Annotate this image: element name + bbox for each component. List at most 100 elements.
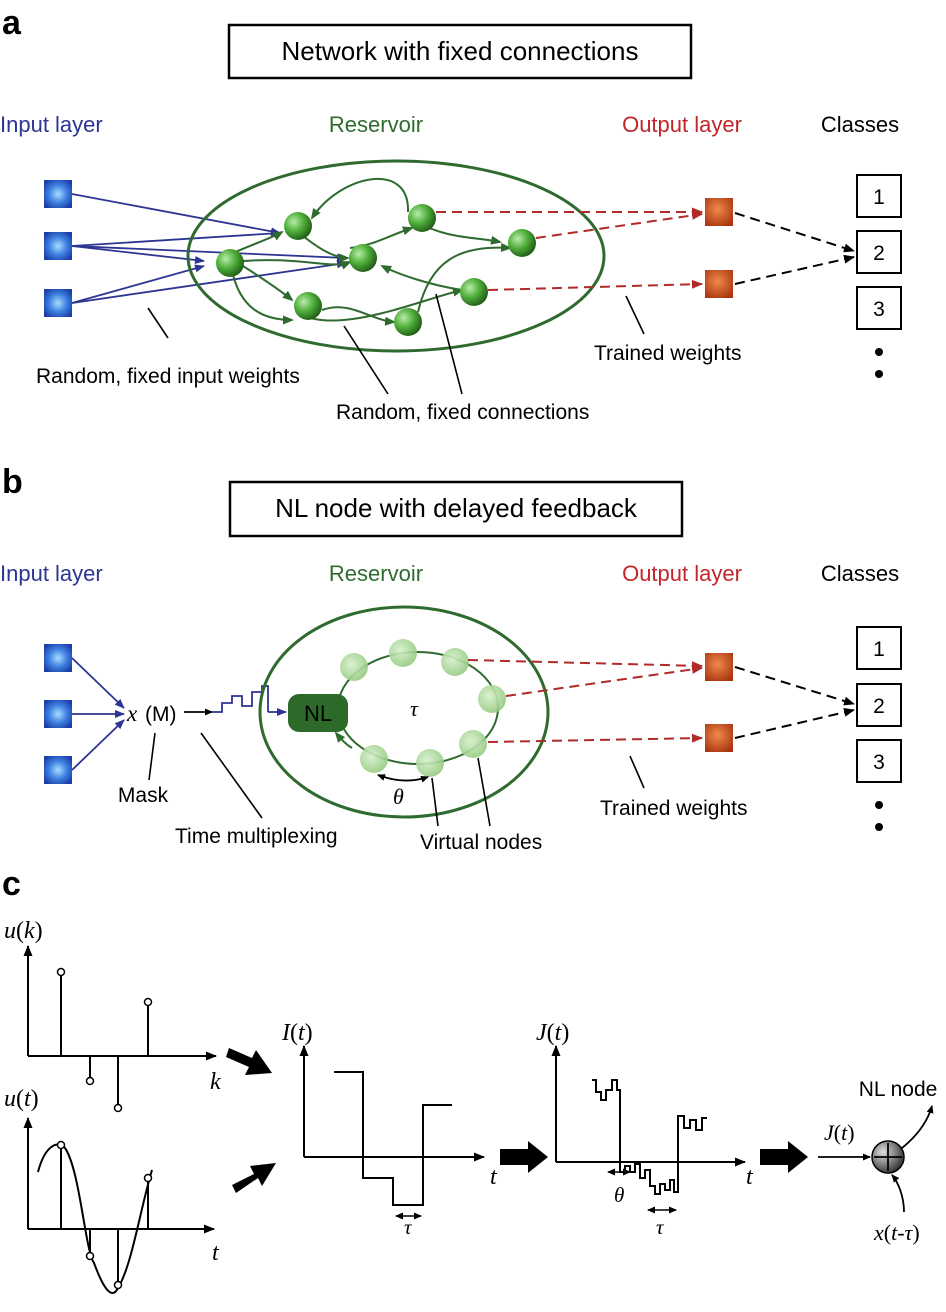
reservoir-connections — [221, 177, 512, 326]
theta-symbol: θ — [393, 784, 404, 809]
trained-weight-arrows — [436, 207, 703, 291]
virtual-node — [360, 745, 388, 773]
nl-output-arrow — [901, 1105, 934, 1149]
class-box — [856, 626, 902, 670]
virtual-node — [441, 648, 469, 676]
class-box — [856, 230, 902, 274]
nl-node-summation: NL node J(t) x(t-τ) — [818, 1078, 937, 1245]
class-box — [856, 739, 902, 783]
output-node — [705, 198, 733, 226]
ellipsis-dot — [875, 801, 883, 809]
panel-b-input-header: Input layer — [0, 561, 103, 586]
class-label: 2 — [873, 695, 885, 718]
panel-c: c u(k) k — [2, 865, 937, 1294]
It-plot: τ I(t) t — [281, 1020, 498, 1239]
class-label: 3 — [873, 298, 885, 321]
flow-arrow — [500, 1141, 548, 1173]
virtual-node — [340, 653, 368, 681]
mask-input-arrows — [71, 657, 125, 771]
nl-node-label: NL — [304, 701, 332, 726]
input-node — [44, 700, 72, 728]
reservoir-node — [294, 292, 322, 320]
panel-a-input-header: Input layer — [0, 112, 103, 137]
connections-annotation: Random, fixed connections — [336, 401, 589, 424]
Jt-tau: τ — [656, 1215, 665, 1239]
panel-b-classes-header: Classes — [821, 561, 899, 586]
Jt-axis-title: J(t) — [536, 1020, 569, 1046]
reservoir-node — [394, 308, 422, 336]
class-box — [856, 174, 902, 218]
sample-point — [56, 1140, 66, 1150]
panel-a-output-header: Output layer — [622, 112, 742, 137]
output-node — [705, 270, 733, 298]
mask-x-symbol: x — [126, 701, 138, 726]
class-box — [856, 683, 902, 727]
panel-a-title-box — [227, 23, 693, 80]
flow-arrow — [232, 1163, 276, 1193]
time-multiplexing-annotation: Time multiplexing — [175, 825, 338, 848]
input-node — [44, 232, 72, 260]
tau-symbol: τ — [410, 696, 419, 721]
virtual-node — [389, 639, 417, 667]
virtual-node — [416, 749, 444, 777]
uk-axis-title: u(k) — [4, 918, 43, 944]
panel-a-reservoir-header: Reservoir — [329, 112, 423, 137]
sample-point — [85, 1076, 95, 1086]
Jt-theta: θ — [614, 1183, 624, 1207]
trained-weights-annotation: Trained weights — [600, 797, 747, 820]
sample-point — [113, 1280, 123, 1290]
It-x-axis-label: t — [490, 1164, 498, 1190]
ut-plot: u(t) t — [4, 1086, 220, 1294]
jt-input-label: J(t) — [824, 1120, 855, 1145]
ellipsis-dot — [875, 348, 883, 356]
panel-a-letter: a — [2, 4, 22, 42]
panel-b-output-header: Output layer — [622, 561, 742, 586]
uk-plot: u(k) k — [4, 918, 221, 1113]
uk-x-axis-label: k — [210, 1069, 221, 1095]
class-arrows — [734, 666, 855, 739]
reservoir-node — [284, 212, 312, 240]
ut-x-axis-label: t — [212, 1240, 220, 1266]
input-node — [44, 180, 72, 208]
class-box — [856, 286, 902, 330]
Jt-x-axis-label: t — [746, 1164, 754, 1190]
reservoir-node — [508, 229, 536, 257]
ellipsis-dot — [875, 370, 883, 378]
annotation-leaders — [148, 732, 645, 827]
theta-arrow — [377, 774, 429, 783]
flow-arrow — [760, 1141, 808, 1173]
input-node — [44, 644, 72, 672]
reservoir-ellipse — [258, 605, 550, 819]
nl-node-label: NL node — [859, 1078, 938, 1101]
trained-weight-arrows — [467, 659, 703, 743]
panel-b-letter: b — [2, 463, 23, 501]
feedback-label: x(t-τ) — [873, 1220, 920, 1245]
panel-b-title-box — [228, 480, 684, 538]
virtual-nodes-annotation: Virtual nodes — [420, 831, 542, 854]
sample-point — [85, 1251, 95, 1261]
reservoir-node — [408, 204, 436, 232]
sample-point — [143, 997, 153, 1007]
virtual-node — [478, 685, 506, 713]
class-label: 3 — [873, 751, 885, 774]
panel-a: a Network with fixed connections Input l… — [0, 4, 902, 424]
delay-loop-arrow — [334, 731, 353, 749]
annotation-leaders — [147, 293, 645, 395]
It-tau: τ — [404, 1215, 413, 1239]
input-node — [44, 289, 72, 317]
flow-arrow — [226, 1048, 272, 1075]
panel-c-letter: c — [2, 865, 21, 903]
reservoir-node — [349, 244, 377, 272]
feedback-arrow — [891, 1174, 905, 1213]
class-label: 1 — [873, 186, 885, 209]
reservoir-node — [460, 278, 488, 306]
multiplexed-signal — [212, 685, 269, 713]
mask-annotation: Mask — [118, 784, 169, 807]
input-weight-arrows — [71, 193, 347, 304]
sample-point — [113, 1103, 123, 1113]
input-weights-annotation: Random, fixed input weights — [36, 365, 300, 388]
class-label: 1 — [873, 638, 885, 661]
ut-axis-title: u(t) — [4, 1086, 39, 1112]
class-arrows — [734, 212, 855, 285]
